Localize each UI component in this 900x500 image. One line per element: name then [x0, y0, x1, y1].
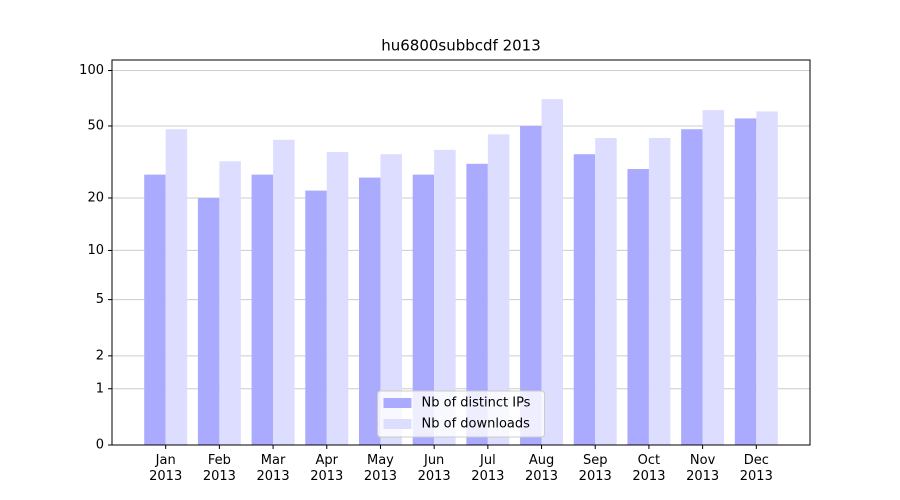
x-tick-label: Feb 2013 — [202, 453, 236, 484]
bar — [197, 197, 220, 445]
bar — [573, 154, 596, 445]
bar — [487, 134, 510, 445]
bar — [251, 174, 274, 445]
y-tick-label: 20 — [87, 190, 104, 205]
x-tick-label: Jul 2013 — [471, 453, 505, 484]
bar — [305, 190, 327, 445]
bar — [273, 139, 295, 446]
x-tick-label: Apr 2013 — [310, 453, 344, 484]
bar — [734, 118, 757, 446]
bar — [144, 174, 166, 445]
bar — [702, 110, 725, 445]
bar — [595, 137, 617, 446]
bar — [219, 161, 241, 445]
bar — [541, 99, 564, 445]
x-tick-label: Sep 2013 — [578, 453, 612, 484]
x-tick-label: Dec 2013 — [739, 453, 773, 484]
y-tick-label: 0 — [96, 438, 104, 453]
y-tick-label: 5 — [96, 292, 104, 307]
legend: Nb of distinct IPs Nb of downloads — [377, 390, 545, 438]
bar — [627, 169, 649, 446]
bar — [681, 129, 703, 445]
x-tick-label: Oct 2013 — [632, 453, 666, 484]
y-tick-label: 2 — [96, 348, 104, 363]
bar — [412, 174, 435, 445]
x-tick-label: May 2013 — [363, 453, 397, 484]
legend-label: Nb of downloads — [422, 417, 531, 432]
plot-frame — [111, 59, 811, 446]
bar — [380, 154, 402, 445]
y-tick-label: 100 — [79, 63, 104, 78]
bar — [756, 111, 778, 445]
bar — [326, 152, 349, 445]
bar — [466, 163, 488, 445]
bar — [520, 125, 542, 446]
y-tick-label: 1 — [96, 381, 104, 396]
bar — [165, 129, 188, 445]
legend-label: Nb of distinct IPs — [422, 396, 531, 411]
legend-swatch — [383, 398, 412, 408]
legend-box — [377, 390, 545, 438]
legend-swatch — [383, 419, 412, 429]
chart-title: hu6800subbcdf 2013 — [381, 37, 541, 55]
x-tick-label: Mar 2013 — [256, 453, 290, 484]
x-tick-label: Nov 2013 — [686, 453, 720, 484]
y-tick-label: 50 — [87, 118, 104, 133]
x-tick-label: Jun 2013 — [417, 453, 451, 484]
x-tick-label: Jan 2013 — [149, 453, 183, 484]
y-tick-label: 10 — [87, 243, 104, 258]
x-tick-label: Aug 2013 — [524, 453, 559, 484]
bar — [358, 177, 381, 445]
bar — [434, 149, 456, 445]
bar — [648, 137, 671, 446]
